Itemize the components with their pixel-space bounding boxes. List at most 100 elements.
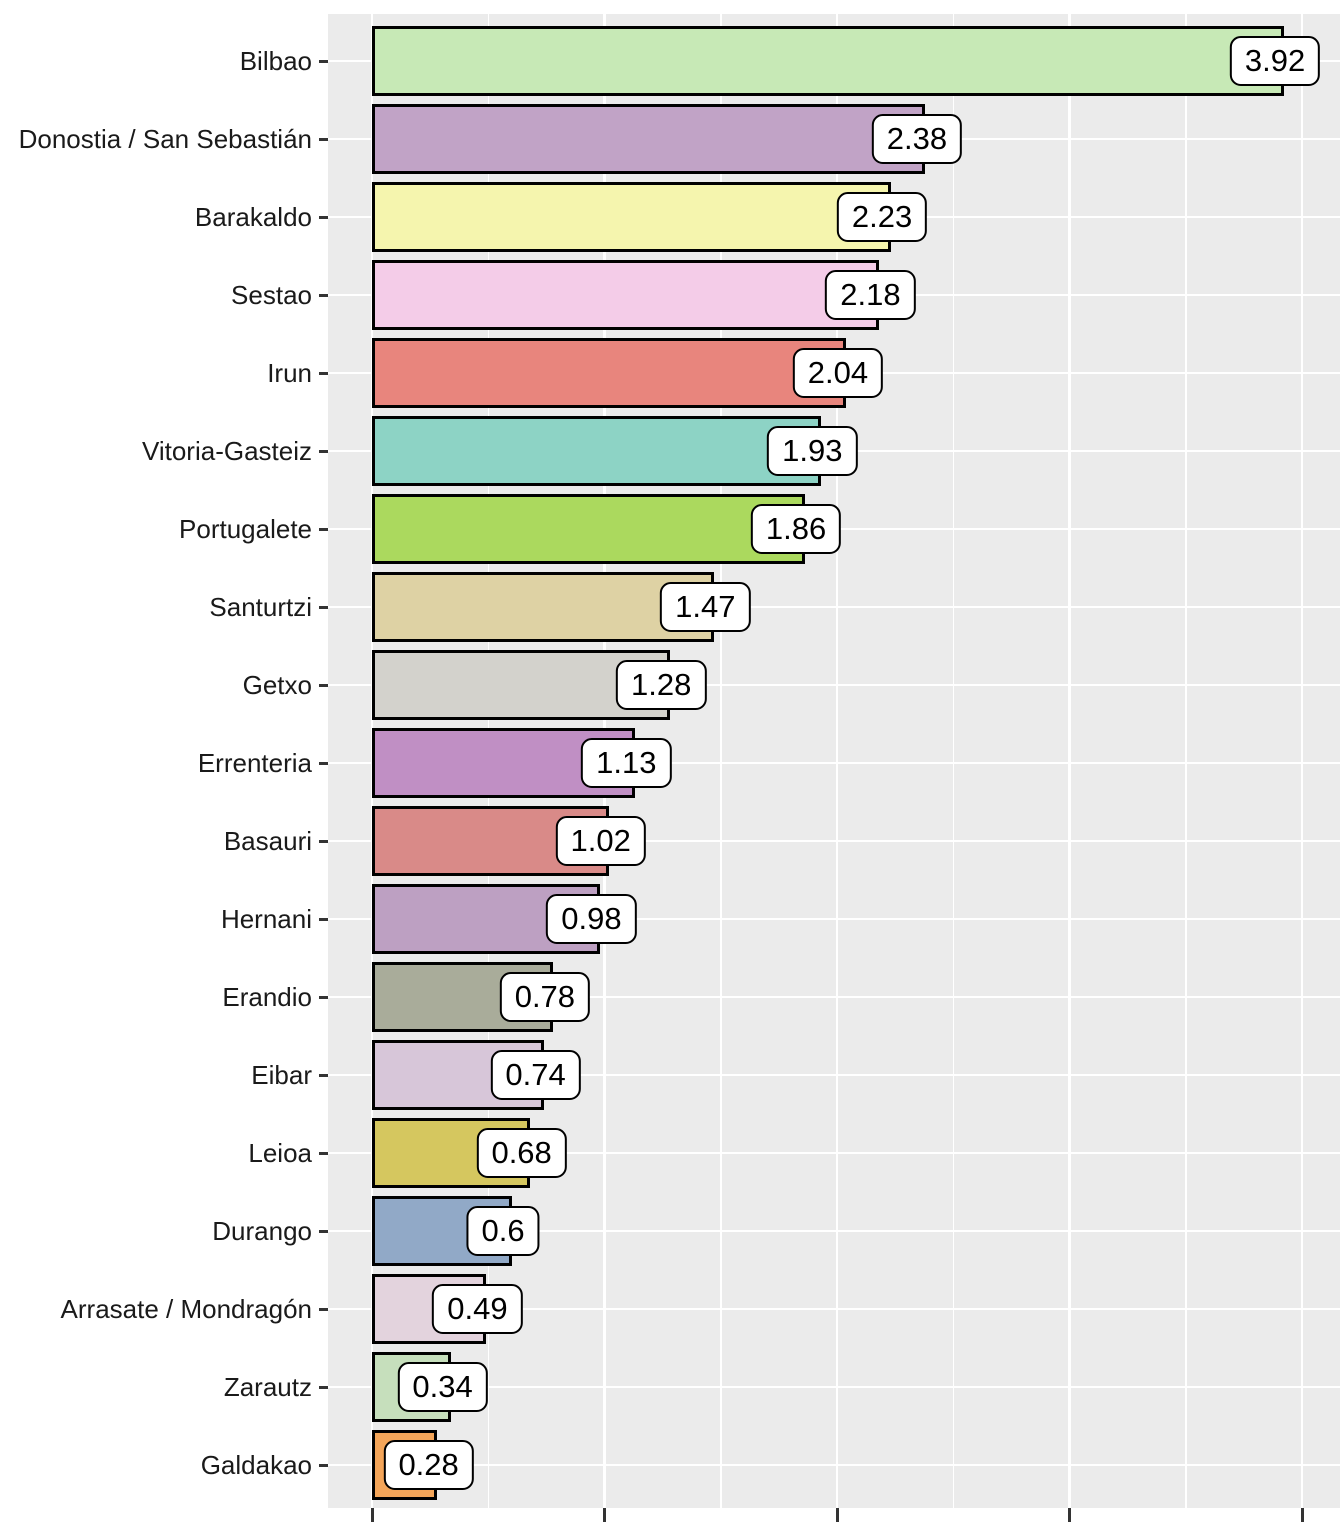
value-label: 3.92 <box>1229 36 1321 86</box>
bar-row: 3.92 <box>328 22 1340 100</box>
y-tick <box>319 917 328 921</box>
y-tick <box>319 371 328 375</box>
gridline-major-y <box>328 761 1340 765</box>
gridline-major-x-2 <box>835 14 839 1508</box>
value-label: 0.34 <box>397 1362 488 1412</box>
bar-row: 1.86 <box>328 490 1340 568</box>
value-label: 2.38 <box>871 114 963 164</box>
bar-row: 1.02 <box>328 802 1340 880</box>
y-axis-label: Vitoria-Gasteiz <box>141 435 312 466</box>
y-tick <box>319 995 328 999</box>
gridline-major-y <box>328 1229 1340 1233</box>
gridline-major-y <box>328 839 1340 843</box>
gridline-major-y <box>328 1073 1340 1077</box>
bar-row: 2.18 <box>328 256 1340 334</box>
y-axis-label: Portugalete <box>179 513 312 544</box>
gridline-major-y <box>328 605 1340 609</box>
gridline-major-x-4 <box>1300 14 1304 1508</box>
y-axis-label: Erandio <box>222 981 312 1012</box>
x-tick <box>1300 1508 1304 1522</box>
bar-row: 0.28 <box>328 1426 1340 1504</box>
value-label: 1.13 <box>581 738 672 788</box>
y-axis-label: Zarautz <box>223 1371 312 1402</box>
bar-row: 0.49 <box>328 1270 1340 1348</box>
bar-barakaldo <box>372 182 891 252</box>
bar-row: 1.93 <box>328 412 1340 490</box>
x-tick <box>835 1508 839 1522</box>
y-tick <box>319 1229 328 1233</box>
y-axis-label: Basauri <box>223 825 312 856</box>
y-axis-label: Irun <box>267 357 312 388</box>
gridline-minor-x-2.5 <box>952 14 955 1508</box>
y-axis-label: Sestao <box>231 279 312 310</box>
y-tick <box>319 683 328 687</box>
y-tick <box>319 839 328 843</box>
value-label: 1.47 <box>660 582 751 632</box>
value-label: 1.86 <box>750 504 842 554</box>
bar-sestao <box>372 260 879 330</box>
gridline-major-y <box>328 683 1340 687</box>
y-tick <box>319 1385 328 1389</box>
value-label: 0.98 <box>546 894 637 944</box>
y-axis-label: Durango <box>212 1215 312 1246</box>
y-tick <box>319 1073 328 1077</box>
y-axis-label: Errenteria <box>197 747 312 778</box>
gridline-major-y <box>328 1307 1340 1311</box>
y-axis-label: Arrasate / Mondragón <box>60 1293 312 1324</box>
y-tick <box>319 527 328 531</box>
value-label: 0.49 <box>432 1284 523 1334</box>
y-tick <box>319 1307 328 1311</box>
bar-row: 0.78 <box>328 958 1340 1036</box>
bar-santurtzi <box>372 572 714 642</box>
bar-row: 0.98 <box>328 880 1340 958</box>
bar-row: 1.28 <box>328 646 1340 724</box>
x-tick <box>603 1508 607 1522</box>
y-axis-label: Getxo <box>242 669 312 700</box>
y-axis-label: Leioa <box>248 1137 312 1168</box>
gridline-major-y <box>328 917 1340 921</box>
y-axis-labels: Bilbao Donostia / San Sebastián Barakaldo S… <box>0 22 312 1504</box>
value-label: 1.93 <box>767 426 858 476</box>
y-tick <box>319 1463 328 1467</box>
bar-row: 2.04 <box>328 334 1340 412</box>
value-label: 1.02 <box>555 816 646 866</box>
bar-row: 0.68 <box>328 1114 1340 1192</box>
y-tick <box>319 293 328 297</box>
y-tick <box>319 449 328 453</box>
bar-row: 1.47 <box>328 568 1340 646</box>
bar-row: 0.74 <box>328 1036 1340 1114</box>
value-label: 2.18 <box>825 270 916 320</box>
bar-irun <box>372 338 847 408</box>
y-tick <box>319 761 328 765</box>
y-axis-label: Barakaldo <box>194 201 312 232</box>
y-tick <box>319 215 328 219</box>
bar-row: 0.34 <box>328 1348 1340 1426</box>
bar-row: 2.23 <box>328 178 1340 256</box>
y-tick <box>319 605 328 609</box>
y-axis-label: Bilbao <box>239 45 312 76</box>
y-tick <box>319 137 328 141</box>
value-label: 1.28 <box>615 660 707 710</box>
value-label: 0.74 <box>490 1050 581 1100</box>
value-label: 2.04 <box>792 348 884 398</box>
value-label: 0.78 <box>499 972 591 1022</box>
value-label: 0.68 <box>476 1128 567 1178</box>
y-tick <box>319 1151 328 1155</box>
y-axis-label: Santurtzi <box>209 591 312 622</box>
bar-rows: 3.92 2.38 2.23 2.18 2.04 1.93 1.86 1.47 1.28 1.13… <box>328 22 1340 1504</box>
y-axis-label: Eibar <box>251 1059 312 1090</box>
bar-row: 2.38 <box>328 100 1340 178</box>
value-label: 0.6 <box>466 1206 540 1256</box>
bar-portugalete <box>372 494 805 564</box>
gridline-minor-x-3.5 <box>1185 14 1187 1508</box>
gridline-major-y <box>328 1385 1340 1389</box>
bar-donostia-san-sebasti-n <box>372 104 926 174</box>
y-axis-label: Hernani <box>220 903 312 934</box>
value-label: 2.23 <box>836 192 928 242</box>
gridline-major-y <box>328 1463 1340 1467</box>
y-axis-label: Donostia / San Sebastián <box>18 123 312 154</box>
bar-vitoria-gasteiz <box>372 416 821 486</box>
value-label: 0.28 <box>383 1440 474 1490</box>
y-tick <box>319 59 328 63</box>
